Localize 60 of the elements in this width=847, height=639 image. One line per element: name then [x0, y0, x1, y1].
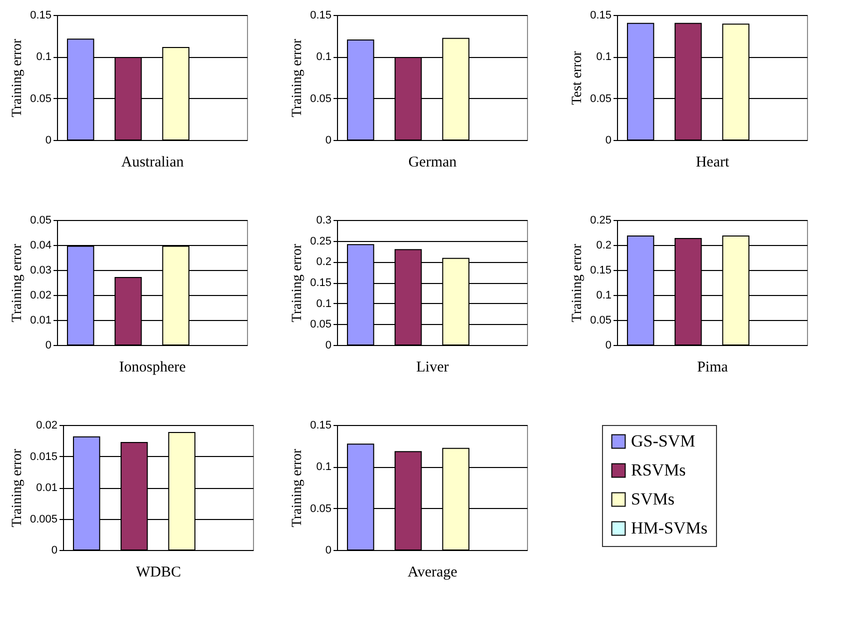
y-tick-label: 0.04: [30, 240, 52, 252]
x-axis-title: Average: [408, 564, 458, 580]
legend-label: GS-SVM: [631, 432, 696, 450]
y-tick-label: 0.1: [36, 51, 52, 64]
x-axis-title: Pima: [697, 360, 728, 376]
y-tick-label: 0.015: [30, 450, 58, 463]
y-axis-title: Training error: [290, 38, 306, 118]
y-tick-label: 0: [51, 544, 58, 556]
y-tick-label: 0.05: [310, 318, 332, 331]
y-tick-label: 0.25: [590, 214, 612, 226]
y-axis-title: Training error: [290, 448, 306, 528]
y-tick-label: 0.1: [596, 290, 612, 302]
y-tick-label: 0: [605, 340, 612, 352]
y-tick-label: 0.1: [596, 51, 612, 64]
y-tick-label: 0: [325, 340, 332, 352]
y-tick-label: 0.15: [310, 420, 332, 432]
y-tick-label: 0.05: [310, 502, 332, 515]
y-tick-label: 0.05: [30, 92, 52, 105]
y-tick-label: 0.05: [310, 92, 332, 105]
y-tick-label: 0.15: [310, 277, 332, 289]
y-tick-label: 0.01: [36, 482, 58, 494]
y-tick-label: 0: [605, 134, 612, 146]
y-tick-label: 0.1: [316, 298, 332, 310]
y-tick-label: 0.2: [316, 256, 332, 268]
y-axis-title: Training error: [290, 243, 306, 322]
y-tick-label: 0.02: [30, 290, 52, 302]
y-tick-label: 0.15: [30, 10, 52, 22]
y-tick-label: 0.01: [30, 314, 52, 326]
x-axis-title: Liver: [416, 360, 449, 376]
legend-label: RSVMs: [631, 460, 686, 480]
y-axis-title: Training error: [10, 243, 26, 322]
y-tick-label: 0.2: [596, 240, 612, 252]
legend-label: HM-SVMs: [631, 518, 708, 538]
x-axis-title: Australian: [121, 154, 184, 170]
y-tick-label: 0.3: [316, 214, 332, 226]
y-tick-label: 0.25: [310, 235, 332, 248]
y-tick-label: 0: [45, 134, 52, 146]
y-tick-label: 0.03: [30, 264, 52, 276]
y-axis-title: Training error: [570, 243, 586, 322]
y-tick-label: 0: [45, 340, 52, 352]
x-axis-title: German: [408, 154, 458, 170]
y-axis-title: Test error: [570, 50, 586, 105]
y-tick-label: 0.05: [30, 214, 52, 226]
y-tick-label: 0.1: [316, 461, 332, 474]
y-tick-label: 0: [325, 134, 332, 146]
y-tick-label: 0: [325, 544, 332, 556]
x-axis-title: WDBC: [136, 564, 181, 580]
y-tick-label: 0.02: [36, 420, 58, 432]
y-tick-label: 0.15: [590, 10, 612, 22]
y-tick-label: 0.15: [310, 10, 332, 22]
y-tick-label: 0.05: [590, 92, 612, 105]
y-tick-label: 0.05: [590, 314, 612, 326]
y-tick-label: 0.15: [590, 264, 612, 276]
y-tick-label: 0.1: [316, 51, 332, 64]
legend-label: SVMs: [631, 490, 674, 508]
y-axis-title: Training error: [10, 448, 25, 528]
y-tick-label: 0.005: [30, 513, 58, 526]
y-axis-title: Training error: [10, 38, 26, 118]
x-axis-title: Ionosphere: [119, 360, 186, 376]
x-axis-title: Heart: [696, 154, 730, 170]
